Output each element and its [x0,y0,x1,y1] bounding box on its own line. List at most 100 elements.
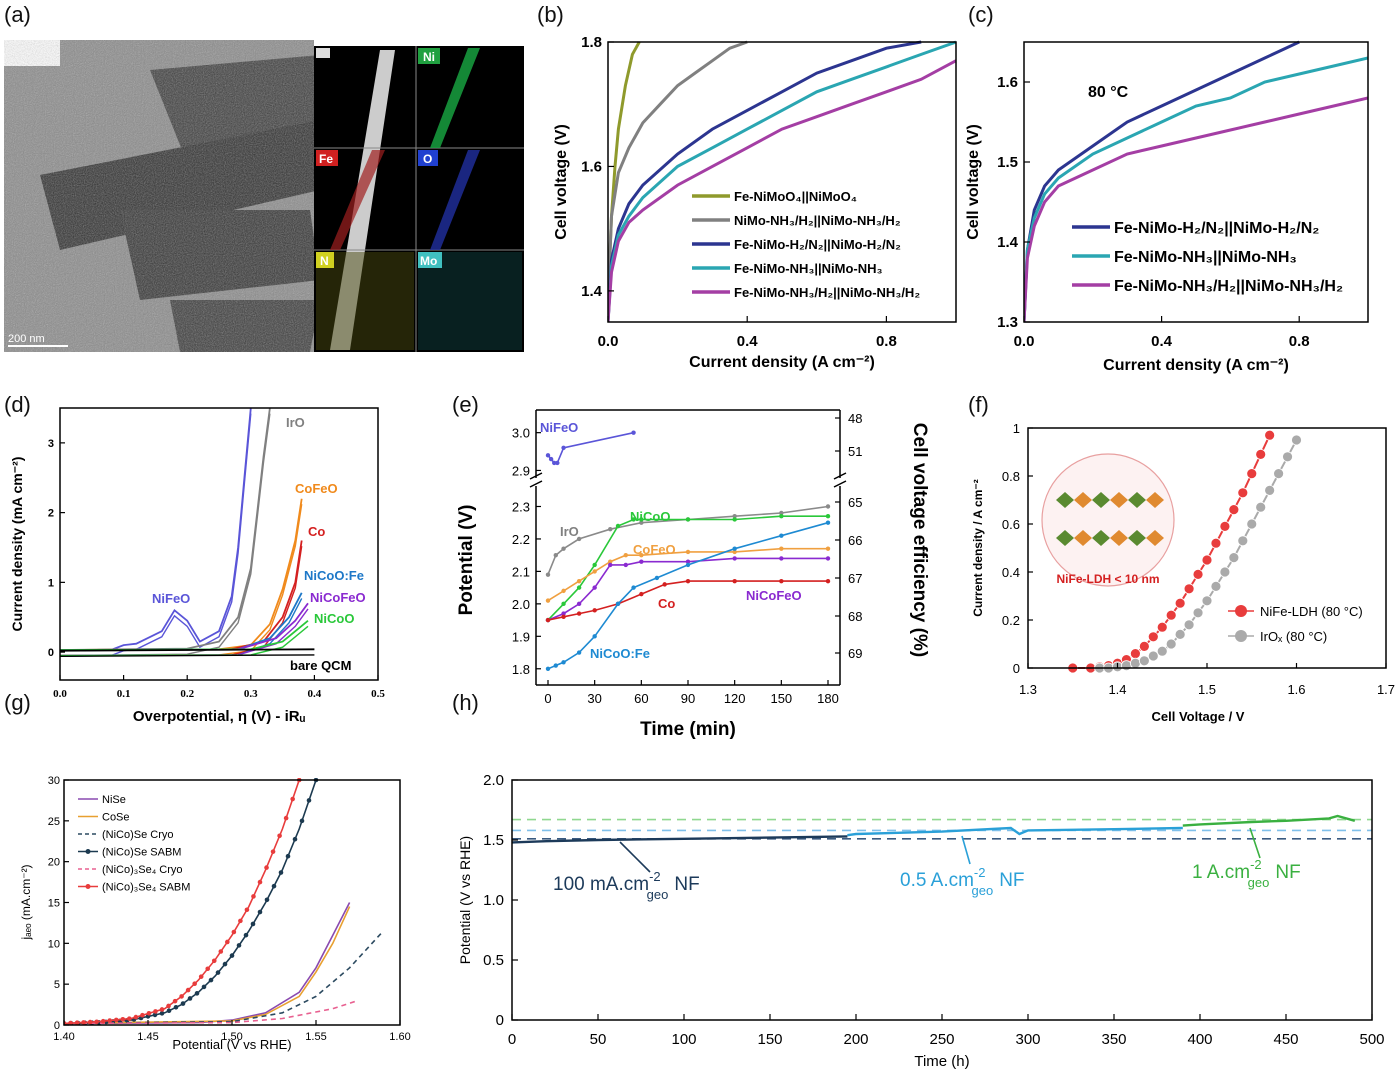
series-point [1138,655,1150,667]
series-point [187,996,193,1001]
series-point [127,1016,132,1021]
panel-letter-d: (d) [4,392,31,417]
series-line-4 [64,999,359,1025]
panel-letter-c: (c) [968,2,994,27]
plot-frame [59,407,379,681]
series-point [576,578,582,584]
series-point [243,932,249,938]
series-point [779,556,784,561]
chart-d: 0.0 0.1 0.2 0.3 0.4 0.5 0 1 2 3 Overpotential, η (… [9,407,385,725]
label-nicoox-fe: NiCoO:Fe [304,568,364,583]
x-tick-label: 0.1 [117,688,131,700]
panel-letter-h: (h) [452,690,479,715]
series-point [592,562,597,568]
label-nicoox-fe: NiCoO:Fe [590,646,650,661]
series-point [120,1016,126,1022]
series-point [639,591,644,597]
y-tick-label: 2 [48,508,54,520]
series-point [639,552,644,558]
series-point [732,514,737,519]
tem-micrograph: 200 nm [4,40,320,352]
x-axis-label: Potential (V vs RHE) [172,1037,291,1052]
panel-letter-f: (f) [968,392,989,417]
eds-map-grid: Ni Fe O N Mo [314,46,524,352]
series-point [194,991,200,996]
series-line-2 [1182,814,1356,827]
series-point [1129,657,1141,669]
series-point [166,1003,171,1009]
legend-label: (NiCo)Se Cryo [102,829,174,841]
layer-octahedron [1056,530,1074,546]
series-point [825,546,831,551]
y-tick-label: 3.0 [512,426,530,441]
x-tick-label: 450 [1273,1031,1298,1048]
y2-tick-label: 68 [848,609,862,624]
series-point [631,585,636,590]
y2-tick-label: 66 [848,533,862,548]
x-axis-label: Current density (A cm⁻²) [689,354,875,371]
x-tick-label: 0.4 [737,333,759,350]
series-point [545,617,551,623]
series-point [198,974,204,979]
x-axis-label: Overpotential, η (V) - iRᵤ [133,708,306,725]
panel-letter-b: (b) [537,2,564,27]
series-point [257,909,263,915]
x-axis-label: Cell Voltage / V [1152,709,1245,724]
series-point [1282,451,1293,463]
x-tick-label: 1.50 [221,1031,242,1043]
x-tick-label: 1.6 [1287,682,1305,697]
x-tick-label: 0.0 [1014,333,1035,350]
series-point [1201,554,1213,566]
pointer-100ma [619,841,651,873]
layer-octahedron [1074,530,1092,546]
series-point [1219,520,1231,532]
y2-tick-label: 69 [848,646,862,661]
series-point [779,533,784,538]
series-point [685,549,691,555]
series-point [631,517,636,522]
x-tick-label: 0 [544,691,551,706]
series-point [545,666,551,671]
series-point [113,1017,119,1023]
y-tick-label: 1.6 [581,158,602,175]
legend-label: NiSe [102,794,126,806]
series-point [1165,609,1177,621]
series-point [1183,619,1195,631]
label-co3o4: Co [308,524,325,539]
series-point [561,611,566,616]
y-tick-label: 1.8 [581,34,602,51]
x-tick-label: 400 [1187,1031,1212,1048]
x-tick-label: 250 [929,1031,954,1048]
legend-label: NiMo-NH₃/H₂||NiMo-NH₃/H₂ [734,213,901,228]
x-tick-label: 0 [508,1031,516,1048]
series-point [552,460,557,466]
series-point [732,556,737,561]
series-point [218,949,224,954]
chart-g: 1.40 1.45 1.50 1.55 1.60 0 5 10 15 20 25 30 Potentia… [19,775,411,1052]
legend-label: (NiCo)Se SABM [102,847,181,859]
chart-b: 0.0 0.4 0.8 1.4 1.6 1.8 Current density (A cm⁻… [553,34,957,371]
series-point [1219,566,1231,578]
series-point [608,562,613,568]
legend-marker [85,849,91,854]
inset-circle [1041,453,1175,587]
series-point [201,984,207,990]
series-point [1201,595,1213,607]
legend-label: CoSe [102,812,130,824]
x-tick-label: 300 [1015,1031,1040,1048]
series-point [87,1019,93,1025]
chart-c: 0.0 0.4 0.8 1.3 1.4 1.5 1.6 Current density (A … [965,40,1369,374]
series-point [231,929,237,935]
x-tick-label: 180 [817,691,839,706]
series-point [685,559,691,564]
series-point [1138,640,1150,652]
x-tick-label: 0.8 [876,333,897,350]
label-0-5a: 0.5 A.cm-2 geo NF [900,865,1025,898]
series-point [825,556,831,561]
eds-label-n: N [320,254,329,268]
series-point [159,1011,165,1016]
plot-frame [607,41,957,323]
axis-break-mark [529,472,543,480]
y2-tick-label: 51 [848,444,862,459]
x-tick-label: 100 [671,1031,696,1048]
